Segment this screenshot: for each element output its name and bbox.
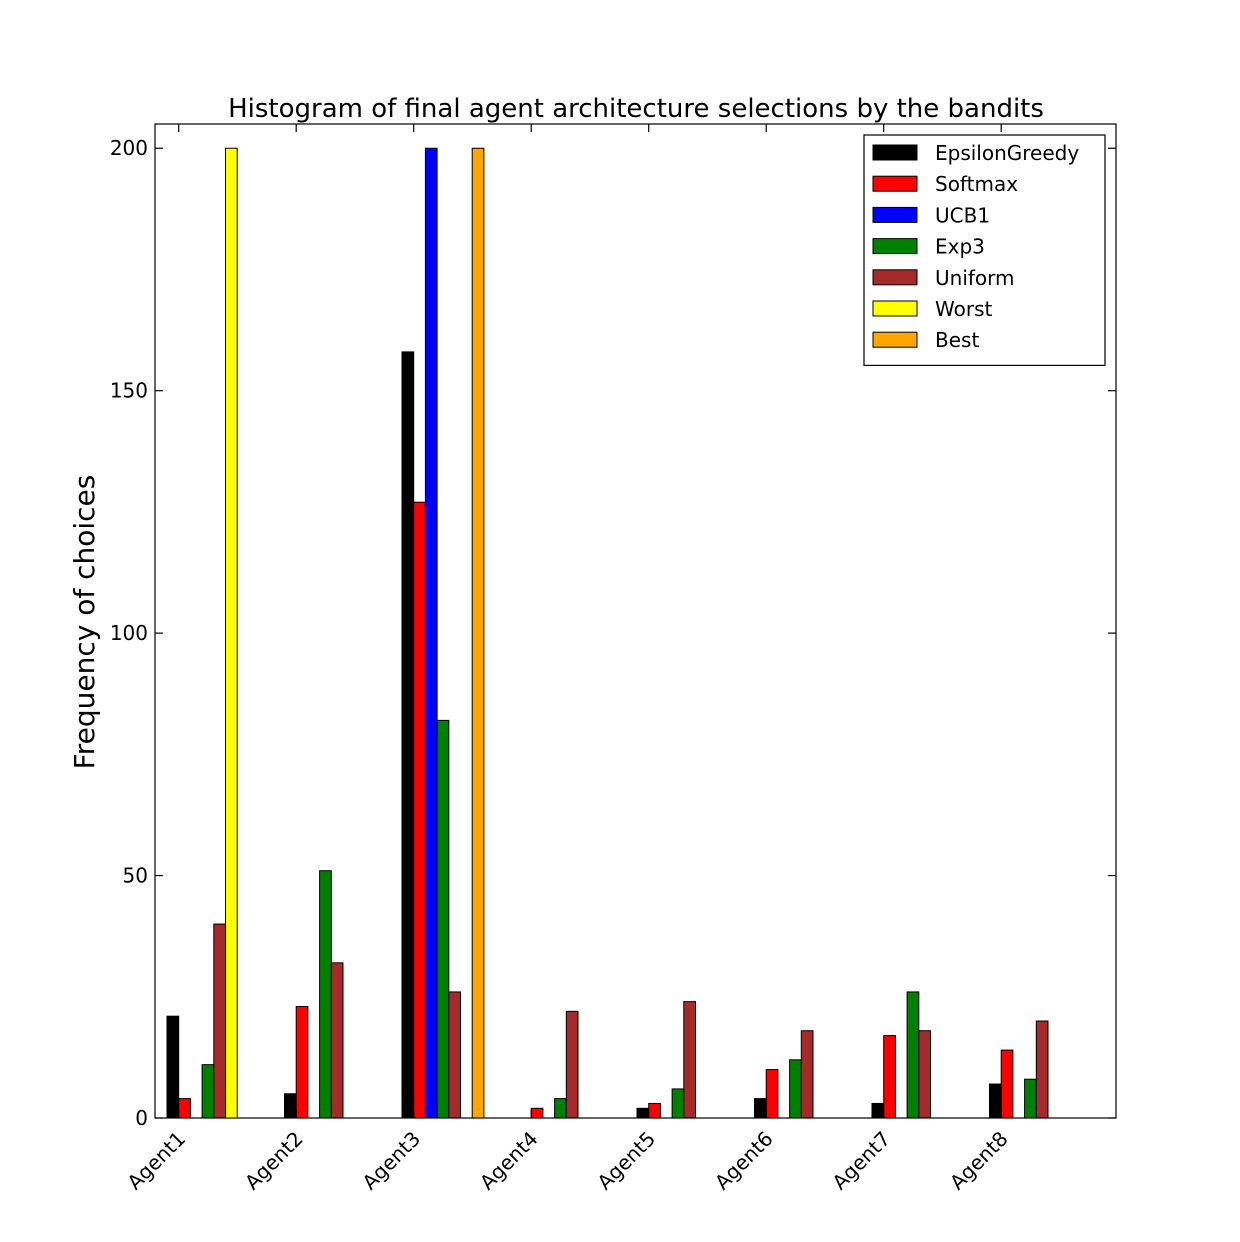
x-tick-label-agent7: Agent7 [827, 1127, 895, 1195]
bar-epsilongreedy-agent1 [166, 1015, 180, 1119]
legend-label-softmax: Softmax [935, 172, 1018, 196]
axes-frame [154, 123, 1117, 1119]
bar-uniform-agent5 [683, 1001, 696, 1119]
bar-softmax-agent6 [765, 1069, 779, 1119]
legend-swatch-exp3 [872, 238, 918, 255]
legend: EpsilonGreedy Softmax UCB1 Exp3 Uniform Worst… [863, 134, 1106, 366]
bar-exp3-agent4 [554, 1098, 567, 1119]
bar-epsilongreedy-agent7 [871, 1102, 885, 1119]
bar-epsilongreedy-agent8 [989, 1083, 1002, 1119]
x-tick-label-agent8: Agent8 [945, 1127, 1013, 1195]
y-tick-label: 150 [110, 379, 148, 403]
bar-exp3-agent5 [671, 1088, 685, 1119]
bar-uniform-agent7 [918, 1030, 931, 1119]
legend-swatch-best [872, 331, 918, 348]
bar-softmax-agent4 [530, 1107, 544, 1119]
legend-swatch-worst [872, 300, 918, 317]
bar-softmax-agent2 [295, 1005, 309, 1119]
bar-uniform-agent6 [800, 1030, 814, 1119]
y-tick-label: 100 [110, 621, 148, 645]
bar-exp3-agent6 [789, 1059, 802, 1119]
bar-softmax-agent5 [648, 1102, 661, 1119]
y-axis-label: Frequency of choices [68, 475, 101, 770]
bar-uniform-agent4 [565, 1010, 579, 1119]
bar-uniform-agent8 [1035, 1020, 1049, 1119]
bar-softmax-agent1 [178, 1098, 191, 1119]
legend-swatch-softmax [872, 175, 918, 192]
bar-uniform-agent1 [213, 923, 227, 1119]
legend-swatch-ucb1 [872, 206, 918, 223]
x-tick-label-agent1: Agent1 [122, 1127, 190, 1195]
y-tick-label: 50 [123, 864, 148, 888]
x-tick-label-agent3: Agent3 [357, 1127, 425, 1195]
bar-softmax-agent3 [413, 501, 426, 1119]
bar-best-agent3 [471, 147, 485, 1119]
bar-uniform-agent3 [448, 991, 461, 1119]
bar-worst-agent1 [225, 147, 238, 1119]
bar-exp3-agent3 [436, 719, 450, 1119]
bar-exp3-agent1 [201, 1064, 215, 1119]
legend-swatch-epsilongreedy [872, 144, 918, 161]
legend-label-best: Best [935, 328, 979, 352]
legend-label-worst: Worst [935, 297, 992, 321]
bar-epsilongreedy-agent3 [401, 351, 415, 1119]
chart-title: Histogram of final agent architecture se… [228, 94, 1044, 124]
bar-uniform-agent2 [330, 962, 344, 1119]
bar-ucb1-agent3 [424, 147, 438, 1119]
x-tick-label-agent6: Agent6 [710, 1127, 778, 1195]
bar-epsilongreedy-agent6 [754, 1098, 767, 1119]
bar-exp3-agent2 [319, 870, 332, 1119]
legend-label-exp3: Exp3 [935, 235, 985, 259]
bar-epsilongreedy-agent5 [636, 1107, 650, 1119]
bar-exp3-agent7 [906, 991, 920, 1119]
bar-exp3-agent8 [1024, 1078, 1037, 1119]
bar-softmax-agent8 [1000, 1049, 1014, 1119]
y-tick-label: 200 [110, 136, 148, 160]
legend-label-uniform: Uniform [935, 266, 1015, 290]
legend-label-ucb1: UCB1 [935, 203, 990, 227]
x-tick-label-agent5: Agent5 [592, 1127, 660, 1195]
bar-softmax-agent7 [883, 1035, 896, 1119]
legend-swatch-uniform [872, 269, 918, 286]
y-tick-label: 0 [135, 1106, 148, 1130]
bar-epsilongreedy-agent2 [284, 1093, 297, 1119]
x-tick-label-agent2: Agent2 [240, 1127, 308, 1195]
x-tick-label-agent4: Agent4 [475, 1127, 543, 1195]
legend-label-epsilongreedy: EpsilonGreedy [935, 141, 1079, 165]
